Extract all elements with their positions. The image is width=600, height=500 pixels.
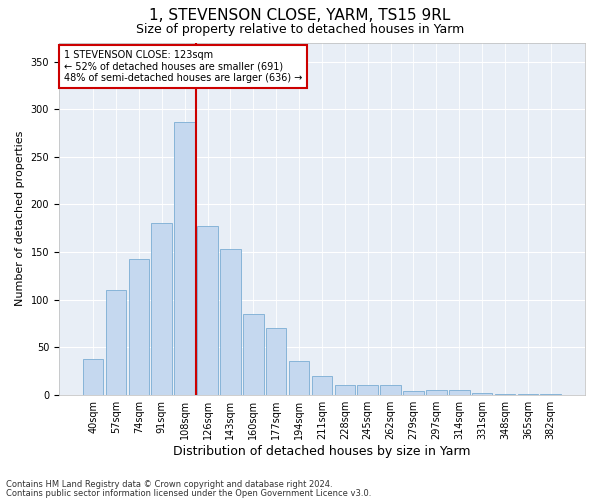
Text: Contains public sector information licensed under the Open Government Licence v3: Contains public sector information licen…: [6, 488, 371, 498]
Bar: [197, 226, 218, 394]
Text: Contains HM Land Registry data © Crown copyright and database right 2024.: Contains HM Land Registry data © Crown c…: [6, 480, 332, 489]
Bar: [266, 328, 286, 394]
Bar: [449, 390, 470, 394]
X-axis label: Distribution of detached houses by size in Yarm: Distribution of detached houses by size …: [173, 444, 471, 458]
Bar: [151, 224, 172, 394]
Text: 1, STEVENSON CLOSE, YARM, TS15 9RL: 1, STEVENSON CLOSE, YARM, TS15 9RL: [149, 8, 451, 22]
Bar: [220, 249, 241, 394]
Text: 1 STEVENSON CLOSE: 123sqm
← 52% of detached houses are smaller (691)
48% of semi: 1 STEVENSON CLOSE: 123sqm ← 52% of detac…: [64, 50, 302, 82]
Bar: [335, 385, 355, 394]
Bar: [175, 122, 195, 394]
Text: Size of property relative to detached houses in Yarm: Size of property relative to detached ho…: [136, 22, 464, 36]
Bar: [106, 290, 126, 395]
Bar: [289, 362, 310, 394]
Bar: [358, 385, 378, 394]
Bar: [380, 385, 401, 394]
Bar: [403, 391, 424, 394]
Bar: [243, 314, 263, 394]
Bar: [472, 393, 493, 394]
Bar: [83, 360, 103, 394]
Bar: [128, 258, 149, 394]
Bar: [311, 376, 332, 394]
Y-axis label: Number of detached properties: Number of detached properties: [15, 131, 25, 306]
Bar: [426, 390, 446, 394]
